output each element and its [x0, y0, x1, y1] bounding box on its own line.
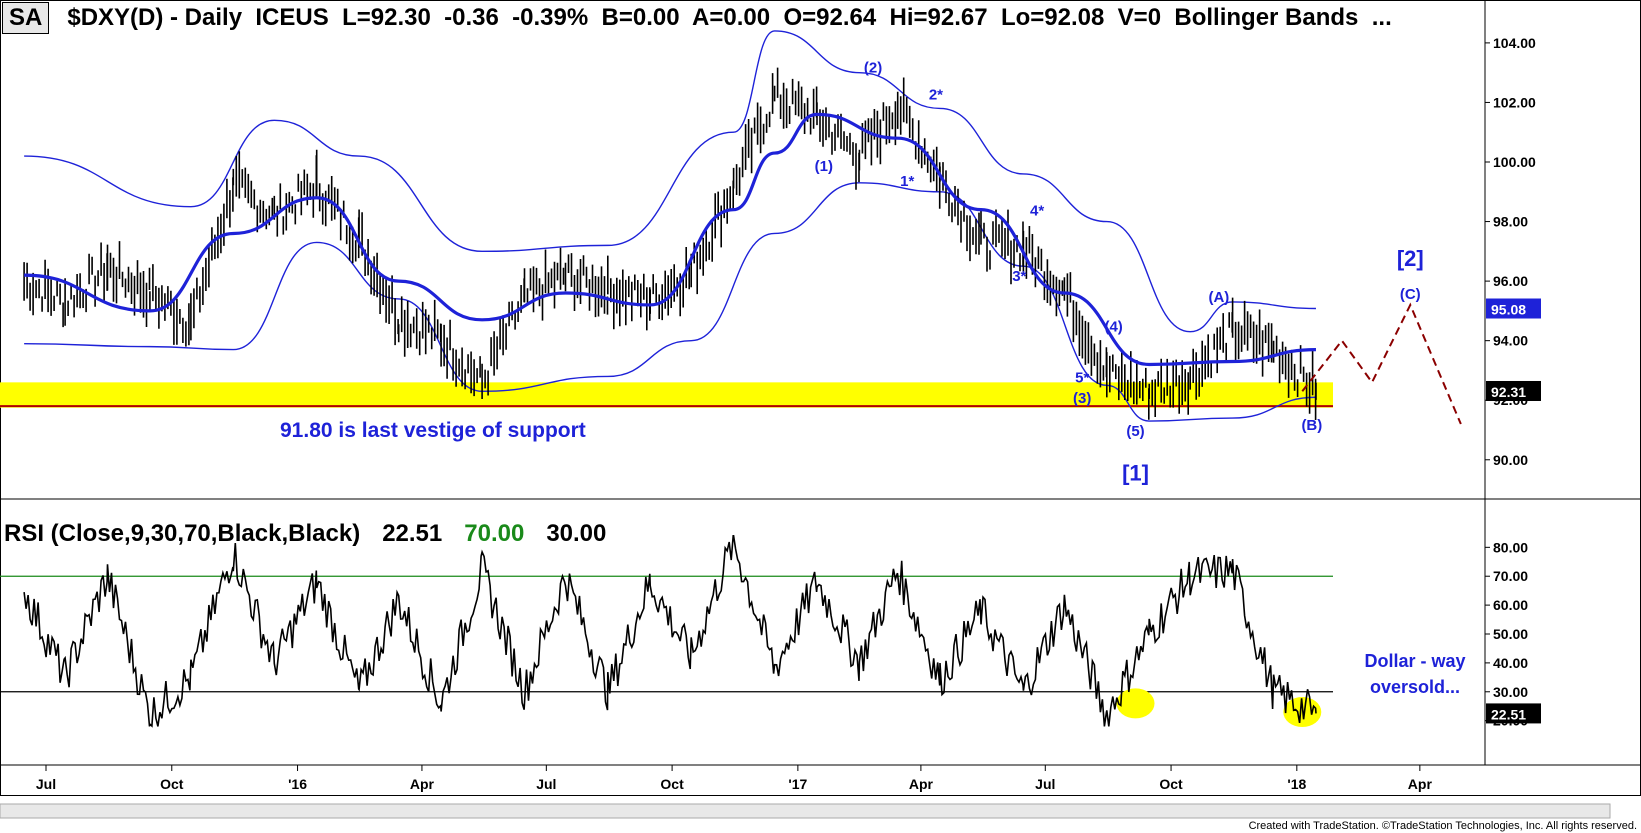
- rsi-tick-label: 60.00: [1493, 597, 1528, 613]
- time-tick-label: '18: [1287, 776, 1306, 792]
- rsi-tick-label: 40.00: [1493, 655, 1528, 671]
- wave-label: 1*: [900, 173, 914, 190]
- upper-band-label: 95.08: [1491, 302, 1526, 318]
- chart-header: SA $DXY(D) - Daily ICEUS L=92.30 -0.36 -…: [0, 0, 1392, 36]
- price-tick-label: 94.00: [1493, 333, 1528, 349]
- time-tick-label: Apr: [410, 776, 435, 792]
- wave-label: [2]: [1397, 246, 1424, 271]
- wave-label: (4): [1104, 319, 1122, 336]
- wave-label: [1]: [1122, 461, 1149, 486]
- rsi-value-box: [1486, 703, 1541, 724]
- rsi-tick-label: 50.00: [1493, 626, 1528, 642]
- last-price-label: 92.31: [1491, 384, 1526, 400]
- price-tick-label: 96.00: [1493, 273, 1528, 289]
- rsi-tick-label: 80.00: [1493, 539, 1528, 555]
- price-bars: [23, 67, 1317, 420]
- price-tick-label: 90.00: [1493, 452, 1528, 468]
- upper-band-box: [1486, 298, 1541, 319]
- time-tick-label: Apr: [909, 776, 934, 792]
- time-tick-label: Oct: [660, 776, 684, 792]
- rsi-upper: 70.00: [464, 520, 525, 547]
- price-tick-label: 100.00: [1493, 154, 1536, 170]
- time-tick-label: Oct: [160, 776, 184, 792]
- rsi-tick-label: 70.00: [1493, 568, 1528, 584]
- rsi-lower: 30.00: [546, 520, 607, 547]
- quote-line: $DXY(D) - Daily ICEUS L=92.30 -0.36 -0.3…: [67, 4, 1392, 31]
- wave-label: (5): [1126, 423, 1144, 440]
- support-highlight: [0, 382, 1333, 408]
- rsi-tick-label: 30.00: [1493, 684, 1528, 700]
- lower-band: [24, 182, 1316, 422]
- wave-label: (3): [1073, 390, 1091, 407]
- rsi-title: RSI (Close,9,30,70,Black,Black): [4, 520, 361, 547]
- rsi-note: Dollar - way oversold...: [1364, 651, 1466, 697]
- credit-line: Created with TradeStation. ©TradeStation…: [1248, 820, 1637, 832]
- wave-label: 2*: [929, 86, 943, 103]
- price-tick-label: 98.00: [1493, 214, 1528, 230]
- wave-label: 3*: [1012, 268, 1026, 285]
- middle-band: [24, 112, 1316, 367]
- rsi-value: 22.51: [382, 520, 443, 547]
- wave-label: (A): [1208, 289, 1229, 306]
- oversold-marker: [1116, 688, 1155, 719]
- support-note: 91.80 is last vestige of support: [280, 419, 586, 442]
- rsi-header: RSI (Close,9,30,70,Black,Black) 22.51 70…: [4, 520, 628, 548]
- last-price-box: [1486, 380, 1541, 401]
- price-tick-label: 102.00: [1493, 94, 1536, 110]
- price-series: 92.31 95.08: [23, 30, 1541, 425]
- time-tick-label: Jul: [1035, 776, 1055, 792]
- price-tick-label: 104.00: [1493, 35, 1536, 51]
- time-tick-label: '16: [288, 776, 307, 792]
- rsi-value-label: 22.51: [1491, 706, 1526, 722]
- time-tick-label: Apr: [1408, 776, 1433, 792]
- upper-band: [24, 30, 1316, 333]
- wave-label: (B): [1301, 417, 1322, 434]
- rsi-series: 22.51: [0, 534, 1541, 728]
- wave-label: (1): [815, 158, 833, 175]
- time-tick-label: Jul: [536, 776, 556, 792]
- time-tick-label: Oct: [1159, 776, 1183, 792]
- horizontal-scrollbar: [0, 803, 1611, 819]
- projection-path: [1301, 302, 1462, 425]
- symbol-box[interactable]: SA: [2, 2, 50, 34]
- support-band: [0, 382, 1333, 408]
- wave-label: 5*: [1075, 369, 1089, 386]
- wave-label: 4*: [1030, 203, 1044, 220]
- time-tick-label: '17: [788, 776, 807, 792]
- wave-label: (C): [1400, 286, 1421, 303]
- time-tick-label: Jul: [36, 776, 56, 792]
- wave-label: (2): [864, 60, 882, 77]
- wave-annotations: (1) (2) 1* 2* 3* 4* 5* (3) (4) (5) [1] (A) (B) (C) [2]: [815, 60, 1424, 486]
- rsi-line: [23, 534, 1317, 728]
